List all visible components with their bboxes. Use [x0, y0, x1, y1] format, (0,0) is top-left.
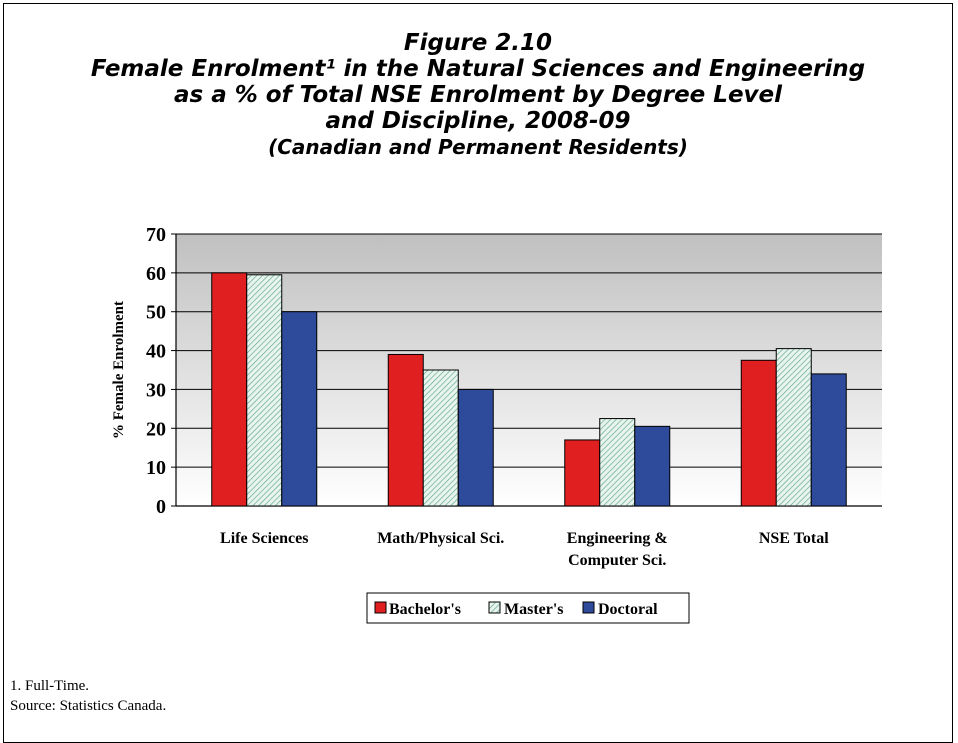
y-tick-label: 10 [146, 457, 166, 479]
bar-masters-3 [776, 349, 811, 506]
x-tick-label: NSE Total [759, 530, 829, 547]
x-tick-label: Engineering & [567, 530, 668, 547]
bar-doctoral-0 [282, 312, 317, 506]
x-tick-label: Life Sciences [220, 530, 308, 547]
y-tick-label: 0 [156, 496, 166, 518]
legend-label-doctoral: Doctoral [598, 601, 658, 618]
footnote-note: 1. Full-Time. [10, 678, 89, 695]
bar-bachelors-3 [741, 360, 776, 506]
y-tick-label: 30 [146, 379, 166, 401]
legend-swatch-bachelors [375, 602, 386, 613]
bar-bachelors-2 [565, 440, 600, 506]
bar-chart: 0 10 20 30 40 50 60 70 % Female Enrolment Life Sc… [0, 0, 958, 725]
y-tick-label: 40 [146, 341, 166, 363]
y-axis-label: % Female Enrolment [111, 301, 127, 439]
bar-masters-0 [247, 275, 282, 506]
legend-label-masters: Master's [504, 601, 564, 618]
bar-bachelors-1 [388, 354, 423, 506]
x-tick-label: Math/Physical Sci. [377, 530, 504, 547]
x-tick-label: Computer Sci. [568, 552, 666, 569]
footnote-source: Source: Statistics Canada. [10, 698, 166, 715]
y-tick-label: 50 [146, 302, 166, 324]
bar-bachelors-0 [212, 273, 247, 506]
y-tick-label: 20 [146, 418, 166, 440]
bar-masters-2 [600, 419, 635, 506]
bar-doctoral-1 [458, 389, 493, 506]
bar-doctoral-2 [635, 426, 670, 506]
y-tick-label: 60 [146, 263, 166, 285]
legend-swatch-masters [489, 602, 500, 613]
y-tick-label: 70 [146, 224, 166, 246]
bar-doctoral-3 [811, 374, 846, 506]
legend-swatch-doctoral [583, 602, 594, 613]
bar-masters-1 [423, 370, 458, 506]
legend-label-bachelors: Bachelor's [389, 601, 461, 618]
